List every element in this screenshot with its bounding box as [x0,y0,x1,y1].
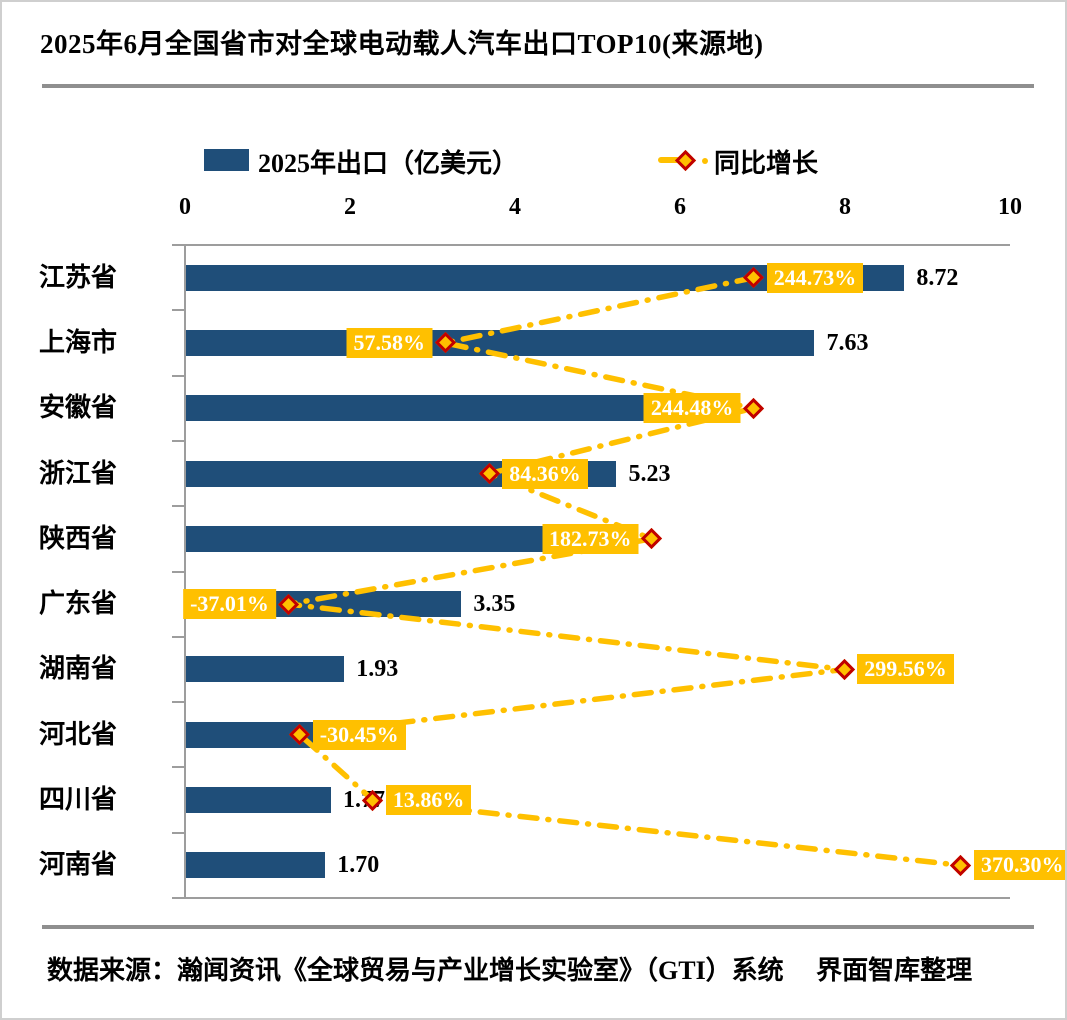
x-axis-bottom-line [172,897,1010,899]
bar-value-label: 1.70 [337,852,380,879]
legend-bar-swatch-icon [204,149,249,171]
category-label: 河南省 [39,850,118,880]
category-label: 陕西省 [39,523,118,553]
category-label: 四川省 [39,785,118,815]
growth-diamond-icon [833,658,855,681]
growth-label: 244.48% [643,393,741,424]
y-axis-tick [172,570,185,573]
y-axis-tick [172,374,185,377]
y-axis-tick [172,766,185,769]
category-label: 上海市 [39,327,118,357]
bar-value-label: 1.93 [356,656,399,683]
y-axis-tick [172,831,185,834]
growth-diamond-icon [950,854,972,876]
x-axis-tick-label: 2 [344,194,356,220]
growth-label: 244.73% [766,262,864,293]
legend-line-label: 同比增长 [714,149,819,178]
legend-dash-icon [658,157,680,163]
x-axis-tick-label: 4 [509,194,521,220]
x-axis-top-line [172,244,1010,246]
x-axis-tick-label: 0 [179,194,191,220]
export-bar [186,395,652,422]
category-label: 广东省 [39,589,118,619]
bar-value-label: 5.23 [628,460,671,487]
category-label: 湖南省 [39,654,118,684]
y-axis-tick [172,309,185,312]
bar-value-label: 7.63 [826,329,869,356]
growth-label: 57.58% [346,327,432,358]
y-axis-tick [172,635,185,638]
legend-diamond-icon [674,149,697,172]
export-bar [186,525,553,552]
export-bar [186,329,815,356]
category-label: 安徽省 [39,393,118,423]
chart-title: 2025年6月全国省市对全球电动载人汽车出口TOP10(来源地) [40,29,764,59]
y-axis-tick [172,439,185,442]
legend-dot-icon [702,158,708,164]
legend-bar-label: 2025年出口（亿美元） [258,149,519,178]
bar-value-label: 8.72 [916,264,959,291]
x-axis-tick-label: 8 [839,194,851,220]
y-axis-line [184,245,186,898]
bar-value-label: 3.35 [473,591,516,618]
growth-diamond-icon [742,397,764,419]
growth-label: 299.56% [857,654,954,685]
y-axis-tick [172,505,185,508]
growth-label: 370.30% [973,850,1065,881]
growth-diamond-icon [640,528,663,550]
export-bar [186,787,332,814]
x-axis-tick-label: 10 [998,194,1022,220]
x-axis-tick-label: 6 [674,194,686,220]
category-label: 浙江省 [39,458,118,488]
category-label: 江苏省 [39,262,118,292]
title-divider [42,84,1034,88]
growth-label: -30.45% [312,719,406,750]
growth-label: 182.73% [542,523,639,554]
growth-label: -37.01% [183,589,276,620]
footer-divider [42,925,1034,929]
export-bar [186,852,326,879]
export-bar [186,656,345,683]
data-source-text: 数据来源：瀚闻资讯《全球贸易与产业增长实验室》（GTI）系统 界面智库整理 [47,956,973,985]
growth-label: 13.86% [385,785,472,816]
growth-label: 84.36% [502,458,588,489]
category-label: 河北省 [39,719,118,749]
y-axis-tick [172,701,185,704]
